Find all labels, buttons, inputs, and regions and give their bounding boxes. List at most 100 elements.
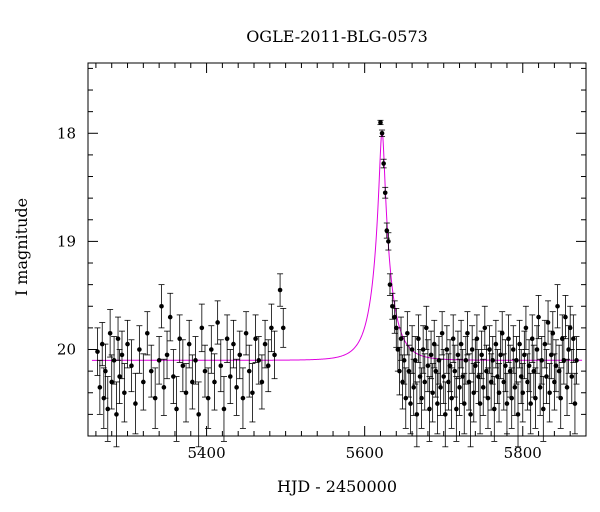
data-point [430, 390, 435, 396]
data-point [400, 379, 405, 385]
data-point [468, 412, 473, 417]
data-point [202, 368, 208, 374]
data-point [99, 341, 105, 347]
data-point [544, 374, 549, 379]
data-point [392, 314, 398, 320]
data-point [97, 385, 103, 390]
data-point [536, 314, 541, 320]
data-point [517, 341, 522, 347]
data-point [167, 314, 173, 320]
data-point [253, 336, 258, 341]
data-point [272, 352, 277, 358]
data-point [444, 347, 450, 352]
data-point [496, 390, 502, 396]
data-point [522, 352, 527, 358]
data-point [148, 368, 154, 374]
chart-title: OGLE-2011-BLG-0573 [246, 27, 428, 46]
data-point [161, 385, 167, 390]
data-point [405, 330, 410, 336]
data-point [243, 330, 249, 336]
data-point [105, 406, 111, 412]
data-point [237, 352, 243, 358]
data-point [465, 330, 470, 336]
data-point [488, 379, 494, 385]
data-point [469, 347, 475, 352]
data-point [215, 320, 220, 325]
data-point [411, 385, 416, 390]
data-point [409, 347, 415, 352]
plot-frame [87, 62, 587, 437]
data-point [473, 363, 478, 369]
data-point [507, 368, 513, 374]
data-point [416, 336, 421, 341]
data-point [382, 190, 388, 196]
data-point [495, 374, 500, 379]
data-point [550, 330, 556, 336]
data-point [115, 336, 121, 341]
data-point [420, 347, 426, 352]
data-point [537, 385, 543, 390]
data-point [487, 347, 492, 352]
data-point [240, 395, 246, 401]
data-point [531, 368, 537, 374]
data-point [458, 341, 464, 347]
data-point [520, 390, 526, 396]
data-point [553, 363, 559, 369]
data-point [525, 379, 530, 385]
data-point [571, 336, 576, 341]
data-point [196, 412, 201, 417]
data-point [563, 314, 568, 320]
data-point [512, 385, 518, 390]
data-point [457, 385, 462, 390]
data-point [111, 358, 117, 363]
data-point [183, 390, 189, 396]
data-point [103, 368, 108, 374]
data-point [387, 282, 393, 287]
data-point [384, 228, 390, 233]
data-point [534, 347, 540, 352]
data-point [234, 385, 239, 390]
data-point [447, 363, 453, 369]
data-point [414, 412, 420, 417]
data-point [269, 325, 274, 331]
data-point [492, 406, 497, 412]
data-point [474, 336, 480, 341]
data-point [218, 363, 224, 369]
data-point [503, 363, 508, 369]
data-point [277, 287, 283, 293]
data-point [454, 406, 459, 412]
data-point [224, 336, 230, 341]
data-point [419, 395, 424, 401]
data-point [397, 368, 402, 374]
data-point [141, 379, 146, 385]
data-point [212, 379, 217, 385]
data-point [424, 325, 429, 331]
data-point [171, 374, 176, 379]
data-point [114, 412, 119, 417]
y-axis-title: I magnitude [12, 198, 31, 296]
data-point [117, 374, 122, 379]
data-point [455, 352, 461, 358]
x-tick-label: 5600 [346, 444, 384, 462]
data-point [518, 374, 524, 379]
data-point [129, 363, 134, 369]
data-point [479, 352, 484, 358]
data-point [514, 358, 519, 363]
data-point [533, 395, 538, 401]
data-point [545, 320, 551, 325]
data-point [280, 325, 286, 331]
data-point [137, 347, 142, 352]
data-point [156, 358, 162, 363]
data-point [523, 325, 529, 331]
data-point [528, 401, 533, 406]
data-point [446, 379, 451, 385]
data-point [425, 363, 431, 369]
axis-ticks: 5400 5600 5800 18 19 20 [57, 63, 587, 462]
data-point [246, 368, 252, 374]
data-point [567, 325, 573, 331]
data-point [133, 401, 138, 406]
data-point [177, 336, 182, 341]
x-tick-label: 5400 [187, 444, 225, 462]
data-point [231, 341, 236, 347]
